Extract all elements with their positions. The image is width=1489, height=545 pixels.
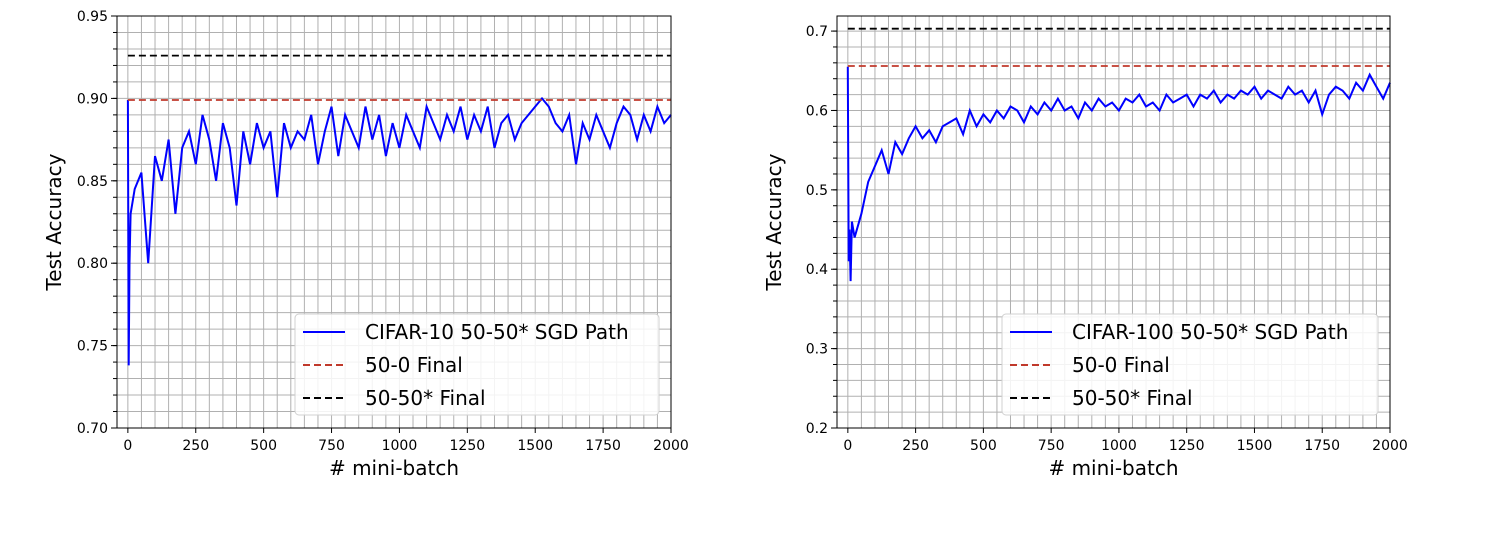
legend-label: 50-0 Final xyxy=(365,353,463,377)
x-tick-label: 250 xyxy=(182,438,209,454)
y-tick-label: 0.95 xyxy=(77,9,108,25)
legend-label: 50-50* Final xyxy=(365,386,486,410)
x-tick-label: 750 xyxy=(318,438,345,454)
y-tick-label: 0.6 xyxy=(806,103,828,119)
y-tick-label: 0.2 xyxy=(806,421,828,437)
series-line-1 xyxy=(126,96,672,366)
legend-box xyxy=(1001,313,1379,416)
plot-frame xyxy=(116,15,672,429)
legend-label: 50-0 Final xyxy=(1072,353,1170,377)
x-axis-label: # mini-batch xyxy=(329,456,459,480)
x-axis-label: # mini-batch xyxy=(1048,456,1178,480)
series-line-1 xyxy=(846,66,1391,282)
x-tick-label: 2000 xyxy=(653,438,689,454)
y-tick-label: 0.5 xyxy=(806,183,828,199)
legend: CIFAR-100 50-50* SGD Path 50-0 Final 50-50… xyxy=(1001,313,1379,416)
x-tick-label: 750 xyxy=(1038,438,1065,454)
x-tick-label: 0 xyxy=(123,438,132,454)
x-tick-label: 1000 xyxy=(382,438,418,454)
plot-frame xyxy=(836,15,1391,429)
x-tick-label: 1500 xyxy=(1237,438,1273,454)
y-tick-label: 0.3 xyxy=(806,342,828,358)
x-tick-label: 500 xyxy=(250,438,277,454)
x-tick-label: 1750 xyxy=(1304,438,1340,454)
y-tick-label: 0.4 xyxy=(806,262,828,278)
x-tick-label: 1000 xyxy=(1101,438,1137,454)
legend-box xyxy=(294,313,660,416)
x-tick-label: 1750 xyxy=(585,438,621,454)
x-tick-label: 0 xyxy=(843,438,852,454)
legend-label: CIFAR-10 50-50* SGD Path xyxy=(365,320,629,344)
chart-2: 0 250 500 750 1000 1250 1500 1750 2000 0.2 0.3 0.4 0… xyxy=(762,15,1408,480)
legend-label: CIFAR-100 50-50* SGD Path xyxy=(1072,320,1348,344)
x-tick-label: 1250 xyxy=(450,438,486,454)
x-tick-label: 2000 xyxy=(1372,438,1408,454)
y-tick-label: 0.90 xyxy=(77,91,108,107)
x-tick-label: 500 xyxy=(970,438,997,454)
y-tick-label: 0.85 xyxy=(77,174,108,190)
legend: CIFAR-10 50-50* SGD Path 50-0 Final 50-50*… xyxy=(294,313,660,416)
y-tick-label: 0.75 xyxy=(77,339,108,355)
y-tick-label: 0.70 xyxy=(77,421,108,437)
legend-label: 50-50* Final xyxy=(1072,386,1193,410)
x-tick-label: 1250 xyxy=(1169,438,1205,454)
y-axis-label: Test Accuracy xyxy=(42,153,66,291)
y-axis-label: Test Accuracy xyxy=(762,153,786,291)
x-tick-label: 250 xyxy=(902,438,929,454)
y-tick-label: 0.7 xyxy=(806,24,828,40)
chart-1: 0 250 500 750 1000 1250 1500 1750 2000 0.70 0.75 0.… xyxy=(42,9,689,480)
x-tick-label: 1500 xyxy=(517,438,553,454)
y-tick-label: 0.80 xyxy=(77,256,108,272)
